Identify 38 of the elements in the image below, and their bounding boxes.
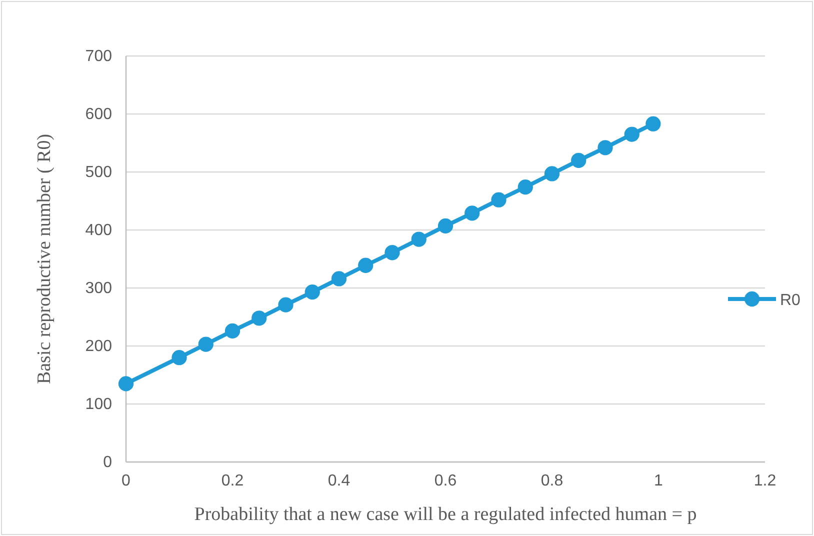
point bbox=[304, 284, 320, 300]
point bbox=[252, 310, 267, 326]
point bbox=[384, 245, 400, 260]
point bbox=[331, 271, 347, 286]
y-axis-title: Basic reproductive number ( R0) bbox=[34, 134, 55, 384]
point bbox=[598, 140, 613, 156]
y-tick-label: 500 bbox=[85, 164, 112, 182]
x-tick-label: 0.8 bbox=[540, 472, 564, 490]
x-tick-label: 1.2 bbox=[754, 472, 776, 490]
x-tick-label: 0.2 bbox=[221, 472, 244, 490]
point bbox=[198, 336, 214, 352]
y-tick-label: 0 bbox=[103, 454, 112, 472]
point bbox=[172, 350, 187, 366]
point bbox=[224, 323, 240, 338]
y-tick-label: 300 bbox=[85, 280, 112, 298]
y-tick-label: 100 bbox=[85, 396, 112, 414]
y-tick-label: 200 bbox=[85, 338, 112, 356]
point bbox=[411, 232, 426, 247]
point bbox=[544, 166, 560, 182]
point bbox=[438, 218, 454, 234]
point bbox=[571, 152, 586, 168]
x-tick-label: 1 bbox=[654, 472, 664, 490]
point bbox=[464, 206, 480, 221]
x-tick-label: 0 bbox=[122, 472, 131, 490]
x-tick-label: 0.4 bbox=[328, 472, 350, 490]
point bbox=[646, 116, 661, 132]
point bbox=[624, 126, 640, 142]
point bbox=[491, 192, 506, 208]
point bbox=[278, 297, 294, 312]
x-tick-label: 0.6 bbox=[434, 472, 457, 490]
legend-label: R0 bbox=[780, 292, 801, 309]
point bbox=[518, 180, 533, 195]
point bbox=[358, 258, 374, 273]
y-tick-label: 600 bbox=[85, 106, 112, 124]
x-axis-title: Probability that a new case will be a regulated infected human = p bbox=[194, 504, 697, 525]
point bbox=[118, 376, 134, 392]
y-tick-label: 700 bbox=[85, 48, 112, 66]
y-tick-label: 400 bbox=[85, 222, 112, 240]
